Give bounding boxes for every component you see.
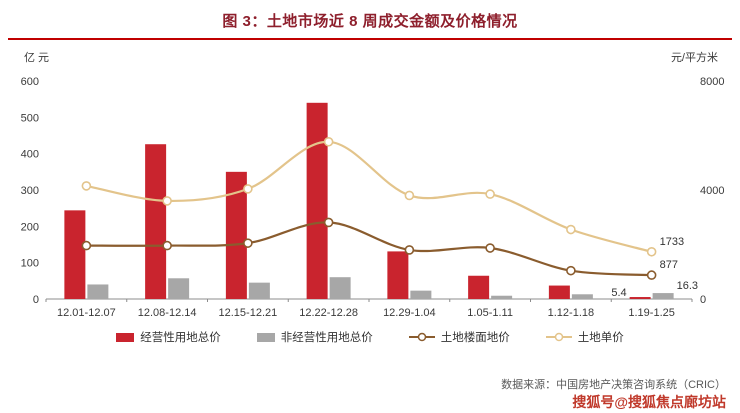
legend-label: 土地楼面地价: [440, 332, 510, 344]
legend-swatch-icon: [116, 332, 135, 342]
legend-label: 经营性用地总价: [140, 332, 221, 344]
svg-text:200: 200: [21, 221, 39, 233]
svg-text:1.12-1.18: 1.12-1.18: [548, 307, 594, 319]
x-axis-category-labels: 12.01-12.07 12.08-12.14 12.15-12.21 12.22-1…: [57, 307, 675, 319]
end-value-labels: 5.4 16.3 877 1733: [611, 236, 698, 299]
right-axis-unit: 元/平方米: [670, 52, 718, 64]
legend-item-0: 经营性用地总价: [116, 329, 221, 345]
legend-item-3: 土地单价: [545, 329, 624, 345]
svg-text:12.01-12.07: 12.01-12.07: [57, 307, 116, 319]
line-series-3: [81, 136, 657, 257]
svg-text:12.29-1.04: 12.29-1.04: [383, 307, 436, 319]
legend-label: 非经营性用地总价: [280, 332, 373, 344]
legend-line-marker-icon: [545, 332, 572, 342]
svg-text:1.05-1.11: 1.05-1.11: [467, 307, 513, 319]
chart-legend: 经营性用地总价 非经营性用地总价 土地楼面地价 土地单价: [0, 329, 740, 345]
svg-text:8000: 8000: [700, 76, 724, 88]
svg-text:1.19-1.25: 1.19-1.25: [628, 307, 674, 319]
data-source-text: 数据来源：中国房地产决策咨询系统（CRIC）: [501, 378, 726, 391]
legend-swatch-icon: [256, 332, 275, 342]
svg-text:1733: 1733: [660, 236, 684, 248]
axis-units-row: 亿 元 元/平方米: [0, 40, 740, 67]
svg-text:12.15-12.21: 12.15-12.21: [219, 307, 278, 319]
watermark-text: 搜狐号@搜狐焦点廊坊站: [572, 393, 726, 410]
svg-text:12.22-12.28: 12.22-12.28: [299, 307, 358, 319]
svg-text:300: 300: [21, 185, 39, 197]
svg-text:100: 100: [21, 258, 39, 270]
legend-line-marker-icon: [408, 332, 435, 342]
svg-text:400: 400: [21, 149, 39, 161]
svg-text:4000: 4000: [700, 185, 724, 197]
legend-item-2: 土地楼面地价: [408, 329, 510, 345]
svg-text:500: 500: [21, 112, 39, 124]
title-rule: [8, 38, 732, 40]
footer: 数据来源：中国房地产决策咨询系统（CRIC） 搜狐号@搜狐焦点廊坊站: [501, 379, 726, 411]
svg-text:12.08-12.14: 12.08-12.14: [138, 307, 197, 319]
svg-text:16.3: 16.3: [677, 280, 698, 292]
legend-label: 土地单价: [577, 332, 624, 344]
axis-tick-labels: 0 100 200 300 400 500 600 0 4000 8000: [21, 76, 725, 306]
chart-title: 图 3：土地市场近 8 周成交金额及价格情况: [222, 13, 518, 30]
legend-item-1: 非经营性用地总价: [256, 329, 373, 345]
svg-text:0: 0: [700, 294, 706, 306]
svg-text:0: 0: [33, 294, 39, 306]
line-series-2: [81, 217, 657, 280]
svg-text:877: 877: [660, 259, 678, 271]
chart-header: 图 3：土地市场近 8 周成交金额及价格情况: [0, 0, 740, 40]
bar-series-1: [87, 277, 674, 299]
bar-series-0: [64, 102, 651, 299]
svg-text:5.4: 5.4: [611, 287, 626, 299]
left-axis-unit: 亿 元: [24, 52, 50, 64]
svg-text:600: 600: [21, 76, 39, 88]
